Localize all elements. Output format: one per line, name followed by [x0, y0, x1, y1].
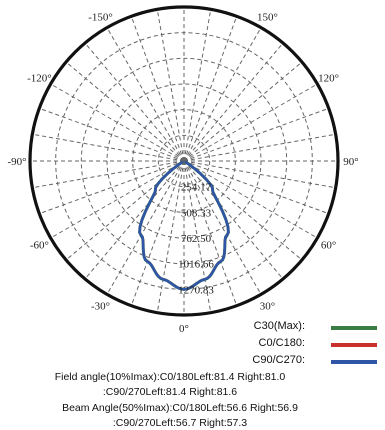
field-angle-line-2: :C90/270Left:81.4 Right:81.6	[102, 386, 238, 398]
legend-item-c90: C90/C270:	[252, 354, 305, 366]
grid-ring	[157, 134, 211, 188]
legend-label-c0: C0/C180:	[258, 337, 305, 349]
legend-item-c0: C0/C180:	[259, 337, 305, 349]
angle-label: 60°	[321, 240, 336, 252]
series-layer	[138, 160, 230, 291]
grid-spoke	[183, 27, 262, 162]
label-layer: ±180° -150° 150° -120° 120° -90° 90° -60° 60° -30…	[7, 0, 358, 335]
field-angle-line-1: Field angle(10%Imax):C0/180Left:81.4 Rig…	[54, 371, 286, 383]
angle-label: 150°	[257, 11, 278, 23]
grid-spoke	[183, 160, 212, 313]
ring-value-label: 762.50	[181, 233, 212, 245]
polar-grid	[28, 5, 340, 317]
grid-spoke	[183, 9, 212, 162]
grid-spoke	[183, 16, 238, 162]
grid-spoke	[39, 107, 185, 162]
ring-value-label: 1270.83	[178, 284, 214, 296]
grid-spoke	[32, 133, 185, 162]
grid-spoke	[183, 61, 303, 162]
grid-spoke	[84, 42, 185, 162]
angle-label: -150°	[88, 11, 113, 23]
legend-label-c90: C90/C270:	[252, 354, 305, 366]
grid-spoke	[50, 83, 185, 162]
angle-label: -30°	[91, 301, 110, 313]
grid-spoke	[130, 16, 185, 162]
grid-spoke	[183, 160, 238, 306]
angle-label: 0°	[179, 323, 189, 335]
grid-spoke	[183, 160, 336, 189]
grid-spoke	[183, 160, 318, 239]
legend-swatch-c90	[331, 360, 377, 364]
series-curve-2	[138, 160, 230, 291]
grid-spoke	[50, 160, 185, 239]
grid-spoke	[183, 160, 303, 261]
angle-label: 120°	[318, 73, 339, 85]
grid-spoke	[156, 9, 185, 162]
grid-spoke	[130, 160, 185, 306]
grid-spoke	[183, 160, 262, 295]
grid-spoke	[183, 160, 329, 215]
grid-ring	[80, 57, 288, 265]
ring-value-label: 508.33	[181, 207, 212, 219]
grid-spoke	[183, 107, 329, 162]
angle-label: ±180°	[171, 0, 198, 1]
grid-spoke	[84, 160, 185, 280]
beam-angle-line-1: Beam Angle(50%Imax):C0/180Left:56.6 Righ…	[62, 402, 298, 414]
ring-value-label: 1016.66	[178, 259, 214, 271]
angle-label: -90°	[7, 156, 26, 168]
grid-spoke	[39, 160, 185, 215]
grid-spoke	[32, 160, 185, 189]
grid-spoke	[65, 61, 185, 162]
angle-label: 90°	[343, 156, 358, 168]
angle-label: -120°	[27, 73, 52, 85]
grid-spoke	[183, 160, 284, 280]
grid-spoke	[183, 42, 284, 162]
outer-circle	[28, 5, 340, 317]
grid-spoke	[156, 160, 185, 313]
angle-label: 30°	[260, 301, 275, 313]
ring-value-label: 254.17	[181, 182, 212, 194]
grid-spoke	[183, 83, 318, 162]
grid-spoke	[106, 160, 185, 295]
angle-label: -60°	[30, 240, 49, 252]
legend-swatch-c30	[331, 326, 377, 330]
grid-spoke	[183, 133, 336, 162]
grid-spoke	[65, 160, 185, 261]
grid-spoke	[106, 27, 185, 162]
legend-swatch-c0	[331, 343, 377, 347]
beam-angle-line-2: :C90/270Left:56.7 Right:57.3	[112, 417, 248, 429]
legend-item-c30: C30(Max):	[254, 320, 305, 332]
legend-label-c30: C30(Max):	[253, 320, 305, 332]
